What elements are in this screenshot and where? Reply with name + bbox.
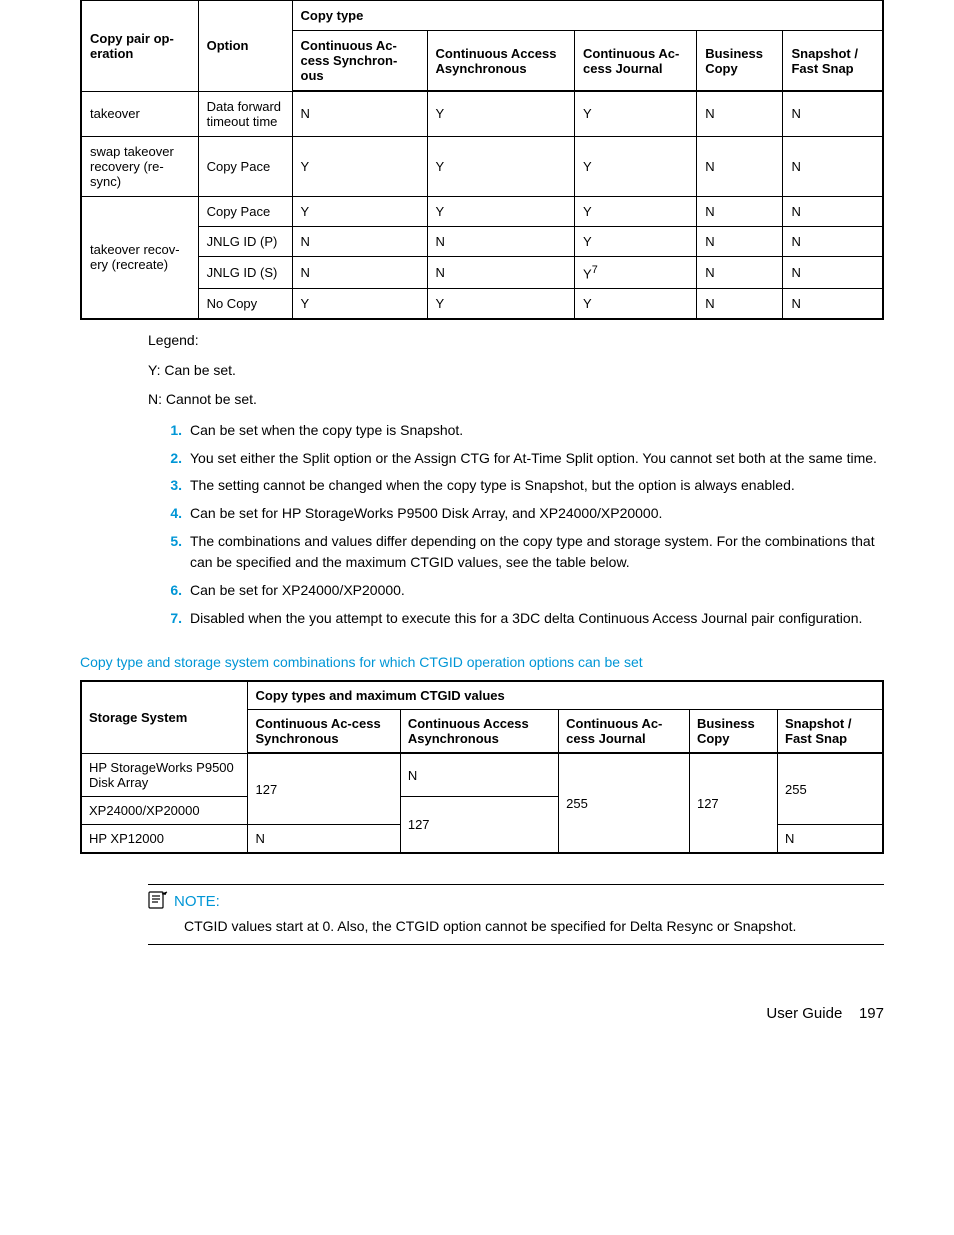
cell-option: Copy Pace — [198, 196, 292, 226]
cell-val: Y — [575, 226, 697, 256]
cell-val: Y — [575, 196, 697, 226]
ctgid-values-table: Storage System Copy types and maximum CT… — [80, 680, 884, 854]
cell-val: Y — [292, 196, 427, 226]
table-row: takeover Data forward timeout time N Y Y… — [81, 91, 883, 136]
footer-page: 197 — [859, 1005, 884, 1022]
list-item: 6.Can be set for XP24000/XP20000. — [148, 577, 884, 605]
list-item: 1.Can be set when the copy type is Snaps… — [148, 417, 884, 445]
cell-val: N — [292, 91, 427, 136]
cell-val: Y — [292, 136, 427, 196]
cell-val: N — [783, 136, 883, 196]
col-option: Option — [198, 1, 292, 92]
cell-op: swap takeover recovery (re-sync) — [81, 136, 198, 196]
cell-val: Y — [575, 136, 697, 196]
table-row: takeover recov-ery (recreate) Copy Pace … — [81, 196, 883, 226]
cell-val: N — [778, 824, 884, 853]
col-ca-async: Continuous Access Asynchronous — [400, 710, 558, 754]
cell-storage: HP XP12000 — [81, 824, 248, 853]
cell-storage: HP StorageWorks P9500 Disk Array — [81, 753, 248, 796]
cell-val: N — [697, 256, 783, 288]
col-ca-journal: Continuous Ac-cess Journal — [559, 710, 690, 754]
cell-option: Data forward timeout time — [198, 91, 292, 136]
cell-val: N — [427, 226, 574, 256]
cell-val: N — [783, 288, 883, 319]
cell-val: N — [697, 288, 783, 319]
cell-option: JNLG ID (P) — [198, 226, 292, 256]
col-ca-async: Continuous Access Asynchronous — [427, 31, 574, 92]
col-ca-journal: Continuous Ac-cess Journal — [575, 31, 697, 92]
cell-val: Y — [292, 288, 427, 319]
cell-val: Y — [427, 196, 574, 226]
list-item: 5.The combinations and values differ dep… — [148, 528, 884, 577]
cell-val: N — [697, 136, 783, 196]
cell-val: Y — [575, 288, 697, 319]
page-footer: User Guide 197 — [80, 1005, 884, 1022]
note-text: CTGID values start at 0. Also, the CTGID… — [184, 918, 870, 934]
cell-val: N — [427, 256, 574, 288]
table-row: swap takeover recovery (re-sync) Copy Pa… — [81, 136, 883, 196]
col-ca-sync: Continuous Ac-cess Synchron-ous — [292, 31, 427, 92]
table-row: HP StorageWorks P9500 Disk Array 127 N 2… — [81, 753, 883, 796]
note-label: NOTE: — [174, 893, 220, 910]
cell-val: Y — [575, 91, 697, 136]
legend-n: N: Cannot be set. — [148, 389, 884, 411]
col-copy-pair-op: Copy pair op-eration — [81, 1, 198, 92]
cell-val: N — [248, 824, 400, 853]
cell-val: N — [783, 196, 883, 226]
cell-op: takeover — [81, 91, 198, 136]
col-ca-sync: Continuous Ac-cess Synchronous — [248, 710, 400, 754]
cell-option: JNLG ID (S) — [198, 256, 292, 288]
cell-option: Copy Pace — [198, 136, 292, 196]
cell-val: Y — [427, 288, 574, 319]
note-box: NOTE: CTGID values start at 0. Also, the… — [148, 884, 884, 945]
cell-val: N — [400, 753, 558, 796]
cell-val: 255 — [559, 753, 690, 853]
col-snapshot: Snapshot / Fast Snap — [783, 31, 883, 92]
cell-val: Y — [427, 91, 574, 136]
col-snapshot: Snapshot / Fast Snap — [778, 710, 884, 754]
cell-option: No Copy — [198, 288, 292, 319]
cell-val: N — [697, 196, 783, 226]
cell-val: Y7 — [575, 256, 697, 288]
legend-title: Legend: — [148, 330, 884, 352]
cell-val: Y — [427, 136, 574, 196]
legend-list: 1.Can be set when the copy type is Snaps… — [148, 417, 884, 633]
cell-val: N — [292, 256, 427, 288]
legend-y: Y: Can be set. — [148, 360, 884, 382]
table2-caption: Copy type and storage system combination… — [80, 654, 884, 670]
cell-storage: XP24000/XP20000 — [81, 796, 248, 824]
copy-type-options-table: Copy pair op-eration Option Copy type Co… — [80, 0, 884, 320]
table-row: JNLG ID (P) N N Y N N — [81, 226, 883, 256]
footnote-ref: 7 — [592, 264, 598, 276]
cell-val: N — [783, 226, 883, 256]
list-item: 3.The setting cannot be changed when the… — [148, 472, 884, 500]
col-business-copy: Business Copy — [689, 710, 777, 754]
col-storage-system: Storage System — [81, 681, 248, 753]
col-ctgid-group: Copy types and maximum CTGID values — [248, 681, 883, 710]
list-item: 7.Disabled when the you attempt to execu… — [148, 605, 884, 633]
cell-val: N — [783, 256, 883, 288]
col-business-copy: Business Copy — [697, 31, 783, 92]
table-row: JNLG ID (S) N N Y7 N N — [81, 256, 883, 288]
cell-val: 127 — [400, 796, 558, 853]
cell-val: 127 — [689, 753, 777, 853]
cell-val: 127 — [248, 753, 400, 824]
note-icon — [148, 891, 168, 912]
cell-val: N — [783, 91, 883, 136]
list-item: 2.You set either the Split option or the… — [148, 445, 884, 473]
cell-val: N — [697, 226, 783, 256]
cell-val: N — [697, 91, 783, 136]
table-row: No Copy Y Y Y N N — [81, 288, 883, 319]
col-copy-type-group: Copy type — [292, 1, 883, 31]
cell-val: 255 — [778, 753, 884, 824]
legend-block: Legend: Y: Can be set. N: Cannot be set.… — [148, 330, 884, 633]
list-item: 4.Can be set for HP StorageWorks P9500 D… — [148, 500, 884, 528]
cell-val: N — [292, 226, 427, 256]
cell-op: takeover recov-ery (recreate) — [81, 196, 198, 319]
footer-label: User Guide — [766, 1005, 842, 1022]
